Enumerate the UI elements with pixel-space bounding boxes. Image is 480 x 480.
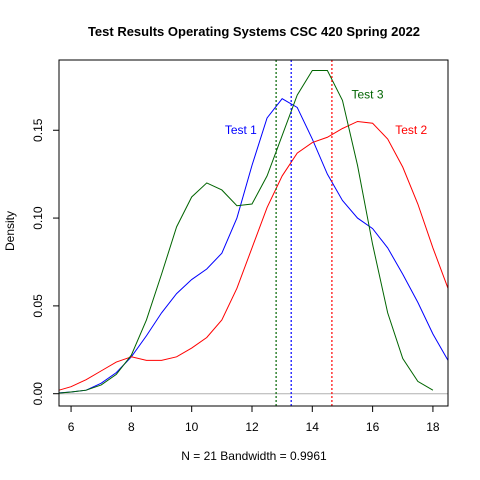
x-tick-label: 14	[306, 420, 320, 434]
y-tick-label: 0.15	[31, 118, 45, 142]
density-curve-test-2	[58, 120, 449, 391]
y-tick-label: 0.05	[31, 294, 45, 318]
chart-title: Test Results Operating Systems CSC 420 S…	[88, 24, 420, 39]
x-tick-label: 12	[245, 420, 259, 434]
x-tick-label: 10	[185, 420, 199, 434]
x-tick-label: 18	[426, 420, 440, 434]
series-label-test-3: Test 3	[352, 88, 384, 102]
y-axis-label: Density	[3, 211, 17, 251]
x-tick-label: 16	[366, 420, 380, 434]
series-label-test-2: Test 2	[395, 123, 427, 137]
plot-frame	[58, 59, 449, 407]
y-tick-label: 0.00	[31, 382, 45, 406]
y-tick-label: 0.10	[31, 206, 45, 230]
density-curve-test-3	[58, 70, 434, 394]
x-tick-label: 6	[68, 420, 75, 434]
x-axis-label: N = 21 Bandwidth = 0.9961	[181, 449, 327, 463]
series-label-test-1: Test 1	[225, 123, 257, 137]
x-tick-label: 8	[128, 420, 135, 434]
